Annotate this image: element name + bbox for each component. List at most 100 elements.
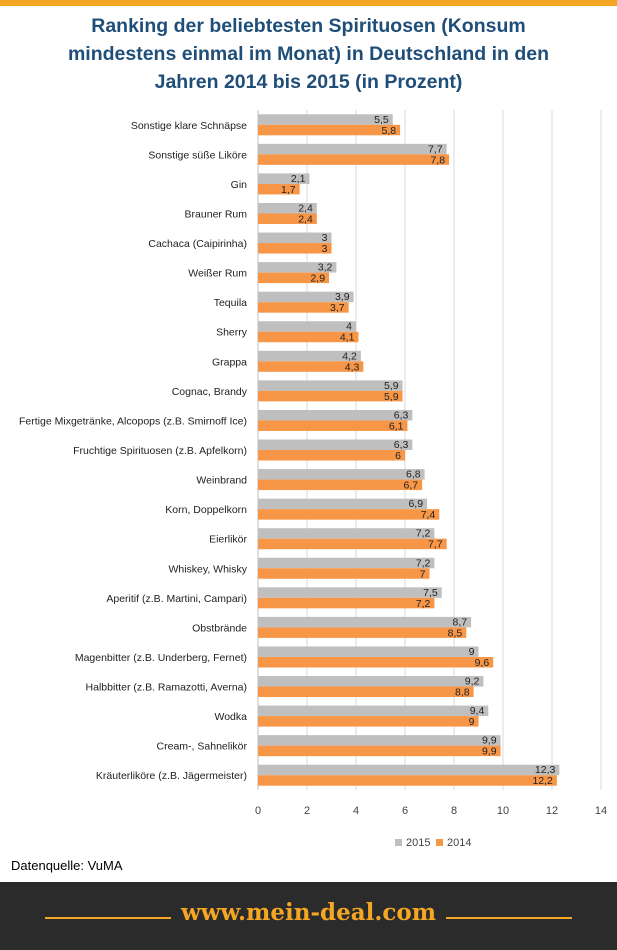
bar-2015 (258, 498, 428, 510)
footer-banner: www.mein-deal.com (0, 882, 617, 950)
bar-2015 (258, 114, 393, 125)
category-label: Sherry (216, 327, 248, 339)
data-label-2015: 9,2 (465, 676, 480, 688)
data-label-2015: 3,9 (335, 291, 350, 303)
category-label: Whiskey, Whisky (168, 563, 247, 575)
bar-2014 (258, 450, 405, 461)
bar-2015 (258, 705, 489, 717)
data-label-2014: 9,9 (482, 746, 497, 758)
title-line-1: Ranking der beliebtesten Spirituosen (Ko… (91, 15, 526, 37)
data-label-2015: 3 (322, 232, 328, 244)
data-label-2014: 7,4 (421, 509, 436, 521)
category-label: Magenbitter (z.B. Underberg, Fernet) (75, 652, 247, 664)
data-label-2014: 7,7 (428, 539, 443, 551)
bar-2015 (258, 616, 472, 628)
bar-chart: 0 2 4 6 8 10 12 14 Sonstige klare Schnäpse 5,55,8… (19, 110, 607, 849)
bar-2015 (258, 587, 442, 598)
data-label-2015: 4 (346, 321, 352, 333)
data-label-2014: 6,7 (404, 480, 419, 492)
category-label: Sonstige klare Schnäpse (131, 120, 247, 132)
footer-url-text[interactable]: www.mein-deal.com (170, 899, 447, 926)
bar-2014 (258, 183, 300, 195)
data-label-2015: 9,4 (470, 705, 485, 717)
x-tick-label: 14 (595, 805, 607, 817)
data-label-2014: 9,6 (475, 657, 490, 669)
legend-swatch-2014 (436, 839, 443, 846)
bar-2015 (258, 439, 413, 450)
bar-2015 (258, 380, 403, 391)
data-label-2014: 6,1 (389, 420, 404, 432)
category-label: Fruchtige Spirituosen (z.B. Apfelkorn) (73, 445, 247, 457)
category-label: Wodka (215, 711, 248, 723)
data-label-2015: 2,1 (291, 173, 306, 185)
category-label: Brauner Rum (185, 208, 248, 220)
data-label-2015: 9,9 (482, 735, 497, 747)
legend-label-2015: 2015 (406, 837, 430, 849)
x-tick-label: 2 (304, 805, 310, 817)
bar-2014 (258, 656, 494, 668)
bar-2014 (258, 272, 330, 284)
bar-2014 (258, 390, 403, 402)
bar-2015 (258, 676, 484, 687)
data-label-2014: 5,9 (384, 391, 399, 403)
bar-2014 (258, 213, 317, 224)
category-label: Weinbrand (196, 475, 247, 487)
bar-2014 (258, 538, 447, 550)
data-label-2014: 4,1 (340, 332, 355, 344)
data-label-2014: 8,5 (448, 627, 463, 639)
x-tick-label: 8 (451, 805, 457, 817)
x-tick-label: 4 (353, 805, 359, 817)
bar-2015 (258, 764, 560, 776)
x-tick-label: 6 (402, 805, 408, 817)
footer-url[interactable]: www.mein-deal.com (0, 899, 617, 926)
bar-2014 (258, 420, 408, 431)
title-line-3: Jahren 2014 bis 2015 (in Prozent) (154, 71, 463, 93)
category-label: Halbbitter (z.B. Ramazotti, Averna) (86, 682, 247, 694)
data-label-2014: 4,3 (345, 361, 360, 373)
bar-2015 (258, 528, 435, 539)
bar-2014 (258, 745, 501, 757)
bar-2015 (258, 646, 479, 657)
data-label-2015: 4,2 (342, 350, 357, 362)
bar-2015 (258, 409, 413, 421)
data-label-2014: 7,8 (430, 154, 445, 166)
data-label-2014: 7,2 (416, 598, 431, 610)
bar-2015 (258, 202, 317, 214)
data-label-2015: 9 (469, 646, 475, 658)
data-label-2015: 6,8 (406, 469, 421, 481)
category-label: Grappa (212, 356, 247, 368)
data-label-2014: 3 (322, 243, 328, 255)
data-label-2014: 2,9 (310, 273, 325, 285)
title-line-2: mindestens einmal im Monat) in Deutschla… (67, 43, 550, 65)
bar-2015 (258, 557, 435, 569)
bar-2015 (258, 173, 310, 184)
legend-swatch-2015 (395, 839, 402, 846)
bar-2014 (258, 331, 359, 343)
bar-2015 (258, 143, 447, 155)
data-label-2014: 9 (469, 716, 475, 728)
data-label-2015: 7,2 (416, 557, 431, 569)
category-label: Korn, Doppelkorn (165, 504, 247, 516)
bar-2015 (258, 291, 354, 303)
bar-2014 (258, 243, 332, 254)
data-label-2015: 6,3 (394, 439, 409, 451)
category-label: Aperitif (z.B. Martini, Campari) (106, 593, 247, 605)
bar-2014 (258, 627, 467, 638)
x-tick-label: 10 (497, 805, 509, 817)
bar-2014 (258, 124, 401, 136)
category-label: Sonstige süße Liköre (148, 149, 247, 161)
data-label-2015: 7,2 (416, 528, 431, 540)
bar-2014 (258, 479, 423, 491)
category-label: Obstbrände (192, 622, 247, 634)
bar-2015 (258, 232, 332, 244)
bar-2014 (258, 509, 440, 520)
data-label-2015: 7,7 (428, 143, 443, 155)
bar-2015 (258, 735, 501, 746)
data-source: Datenquelle: VuMA (11, 858, 123, 873)
category-label: Kräuterliköre (z.B. Jägermeister) (96, 770, 247, 782)
data-label-2014: 6 (395, 450, 401, 462)
data-label-2015: 6,9 (408, 498, 423, 510)
data-label-2014: 8,8 (455, 687, 470, 699)
bar-2015 (258, 469, 425, 480)
top-accent-bar (0, 0, 617, 6)
